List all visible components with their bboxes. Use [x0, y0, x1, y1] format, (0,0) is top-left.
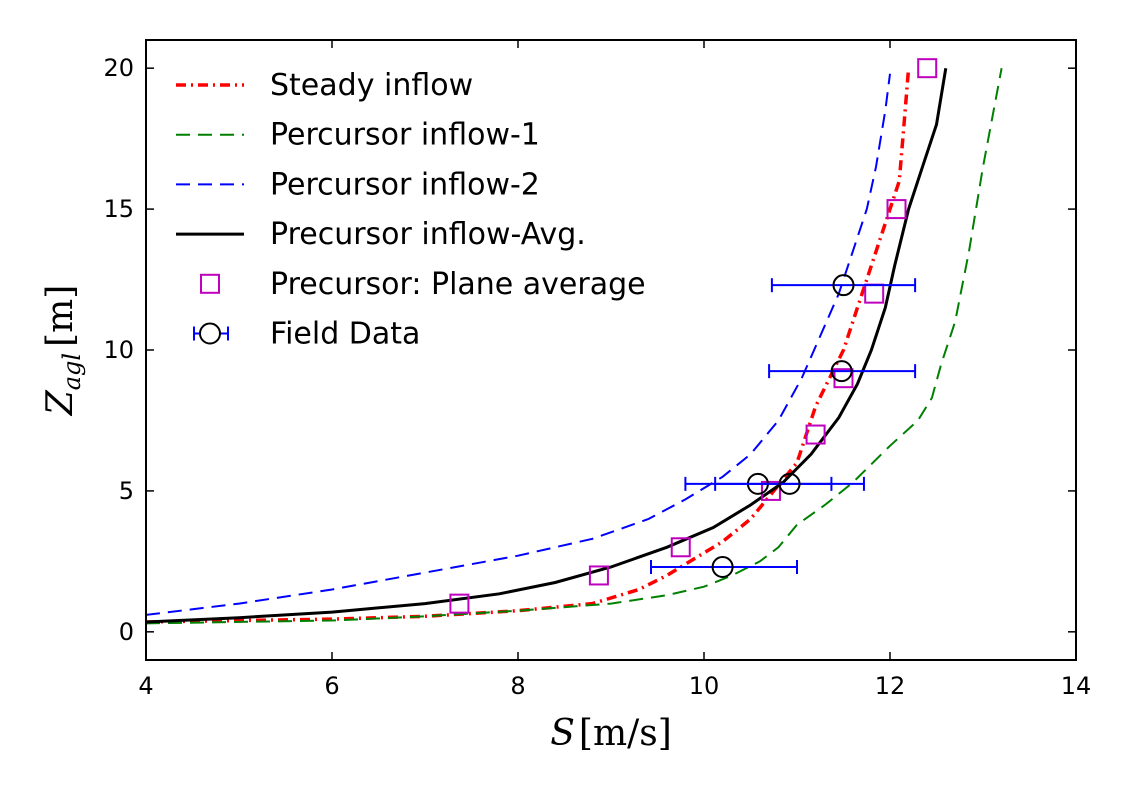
legend-circle-sample: [199, 322, 221, 345]
y-axis-label-sub: agl: [58, 353, 86, 390]
field-data-point: [830, 360, 853, 383]
y-tick-label: 20: [103, 54, 134, 82]
legend-entry-label: Precursor: Plane average: [270, 267, 646, 302]
legend-entry-label: Field Data: [270, 317, 420, 352]
x-tick-label: 4: [138, 672, 153, 700]
y-tick-label: 5: [119, 477, 134, 505]
plane-average-marker: [670, 537, 691, 558]
x-tick-label: 6: [324, 672, 339, 700]
x-axis-label-main: S: [550, 713, 575, 754]
field-data-point: [711, 556, 734, 578]
x-tick-label: 12: [875, 672, 906, 700]
y-axis-label-main: Z: [40, 389, 81, 416]
y-axis-label-unit: [m]: [40, 285, 81, 347]
legend-entry-label: Precursor inflow-Avg.: [270, 217, 586, 252]
x-axis-label: S [m/s]: [550, 713, 672, 754]
y-axis-label: Zagl [m]: [40, 285, 86, 417]
series-line: [146, 68, 911, 624]
y-tick-label: 15: [103, 195, 134, 223]
legend-entry-label: Percursor inflow-1: [270, 118, 540, 153]
plane-average-marker: [917, 58, 938, 79]
plane-average-marker: [760, 480, 781, 501]
x-tick-label: 14: [1061, 672, 1092, 700]
legend: Steady inflow Percursor inflow-1 Percursor…: [176, 68, 646, 352]
plane-average-marker: [805, 424, 826, 445]
field-data-point: [832, 274, 855, 297]
series-line: [146, 68, 1003, 625]
plane-average-marker: [886, 199, 907, 220]
x-axis-label-unit: [m/s]: [579, 713, 672, 754]
y-tick-label: 10: [103, 336, 134, 364]
x-tick-label: 10: [689, 672, 720, 700]
legend-entry-label: Steady inflow: [270, 68, 473, 103]
field-data-point: [778, 472, 801, 495]
legend-entry-label: Percursor inflow-2: [270, 167, 540, 202]
marker-layer: [449, 58, 938, 614]
series-line: [146, 73, 891, 616]
plane-average-marker: [449, 593, 470, 614]
plot-frame: [145, 39, 1077, 661]
legend-square-sample: [200, 273, 220, 294]
plane-average-marker: [588, 565, 609, 586]
x-tick-label: 8: [510, 672, 525, 700]
y-tick-label: 0: [119, 618, 134, 646]
